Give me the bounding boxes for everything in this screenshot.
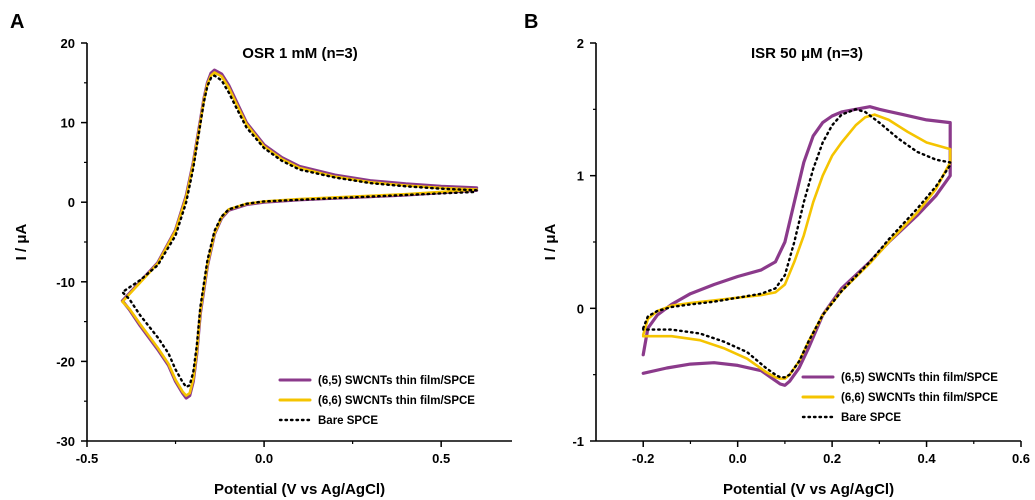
y-tick-label: -20 [56, 354, 75, 369]
series-line-1 [641, 105, 952, 387]
x-tick-label: -0.5 [76, 451, 98, 466]
chart-title: ISR 50 μM (n=3) [751, 45, 863, 62]
x-tick-label: 0.0 [729, 451, 747, 466]
chart-title: OSR 1 mM (n=3) [242, 45, 357, 62]
y-tick-label: 20 [61, 36, 75, 51]
y-tick-label: -30 [56, 434, 75, 449]
panel-b: B ISR 50 μM (n=3) -0.2 0.0 0.2 0.4 0.6 -1 0 1 2 Pot… [524, 11, 1030, 498]
y-tick-label: 2 [577, 36, 584, 51]
x-axis-label: Potential (V vs Ag/AgCl) [214, 481, 385, 498]
x-tick-label: 0.4 [918, 451, 937, 466]
x-tick-label: 0.2 [823, 451, 841, 466]
series-line-3 [642, 108, 952, 379]
x-tick-label: 0.5 [432, 451, 450, 466]
x-tick-label: -0.2 [632, 451, 654, 466]
y-tick-label: 10 [61, 116, 75, 131]
series-line-3 [121, 74, 478, 389]
x-axis-label: Potential (V vs Ag/AgCl) [723, 481, 894, 498]
legend-label-3: Bare SPCE [841, 412, 901, 424]
y-tick-label: 0 [577, 301, 584, 316]
panel-a: A OSR 1 mM (n=3) -0.5 0.0 0.5 -30 -20 -10 0 10 20 P… [10, 11, 512, 498]
legend-label-1: (6,5) SWCNTs thin film/SPCE [841, 372, 998, 384]
y-tick-label: -10 [56, 275, 75, 290]
y-tick-label: 1 [577, 169, 584, 184]
panel-letter: B [524, 11, 538, 33]
y-tick-label: -1 [572, 434, 584, 449]
y-axis-label: I / μA [13, 223, 30, 260]
y-axis-label: I / μA [542, 223, 559, 260]
legend-label-1: (6,5) SWCNTs thin film/SPCE [318, 375, 475, 387]
legend-label-2: (6,6) SWCNTs thin film/SPCE [841, 392, 998, 404]
legend-label-3: Bare SPCE [318, 415, 378, 427]
x-tick-label: 0.6 [1012, 451, 1030, 466]
y-tick-label: 0 [68, 195, 75, 210]
series-line-2 [641, 113, 952, 380]
panel-letter: A [10, 11, 24, 33]
x-tick-label: 0.0 [255, 451, 273, 466]
legend-label-2: (6,6) SWCNTs thin film/SPCE [318, 395, 475, 407]
